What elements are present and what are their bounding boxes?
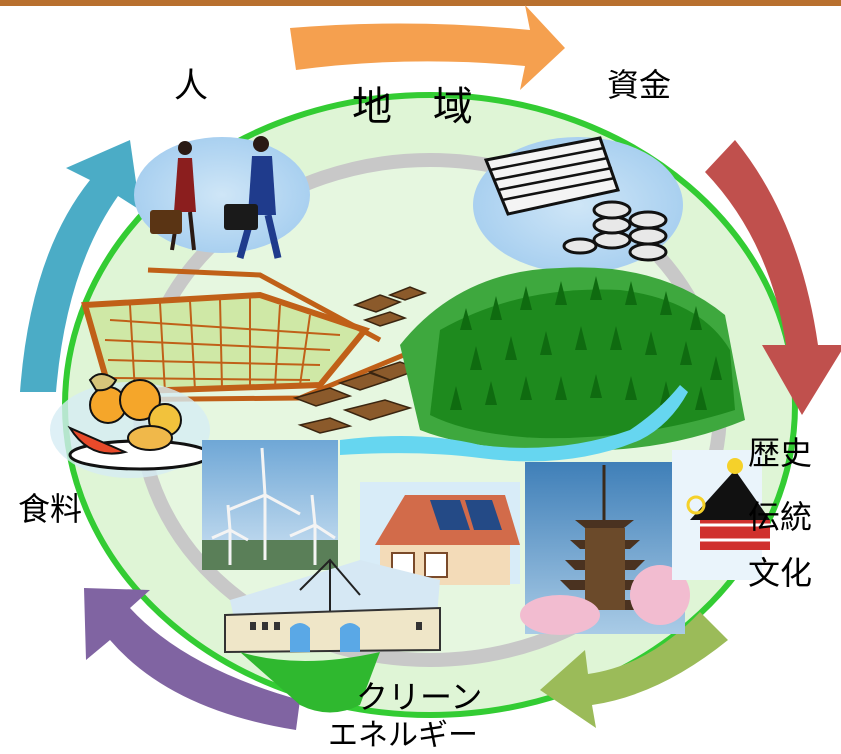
center-title: 地 域	[352, 84, 487, 130]
label-tradition: 伝統	[748, 498, 813, 536]
wind-turbine-icon	[202, 440, 338, 570]
label-clean: クリーン	[356, 678, 483, 716]
river-icon	[340, 385, 688, 462]
cycle-arrow-top	[290, 5, 565, 90]
label-people: 人	[174, 66, 208, 106]
cycle-arrow-right	[705, 140, 841, 415]
pagoda-icon	[520, 462, 690, 635]
label-history: 歴史	[748, 434, 813, 472]
forest-hill-icon	[400, 267, 745, 451]
cycle-arrow-left	[20, 140, 140, 392]
dam-powerline-icon	[224, 558, 441, 713]
label-food: 食料	[18, 490, 83, 528]
cycle-arrow-bottom-right	[540, 612, 728, 728]
label-funds: 資金	[607, 66, 672, 104]
fruit-bowl-icon	[50, 373, 212, 478]
cycle-arrow-bottom-left	[84, 588, 300, 730]
header-bar	[0, 0, 841, 6]
label-energy: エネルギー	[328, 718, 478, 753]
festival-float-icon	[672, 450, 770, 580]
village-houses-icon	[292, 277, 563, 434]
money-stack-icon	[473, 136, 683, 273]
label-culture: 文化	[748, 554, 813, 592]
businesspeople-icon	[134, 136, 310, 259]
